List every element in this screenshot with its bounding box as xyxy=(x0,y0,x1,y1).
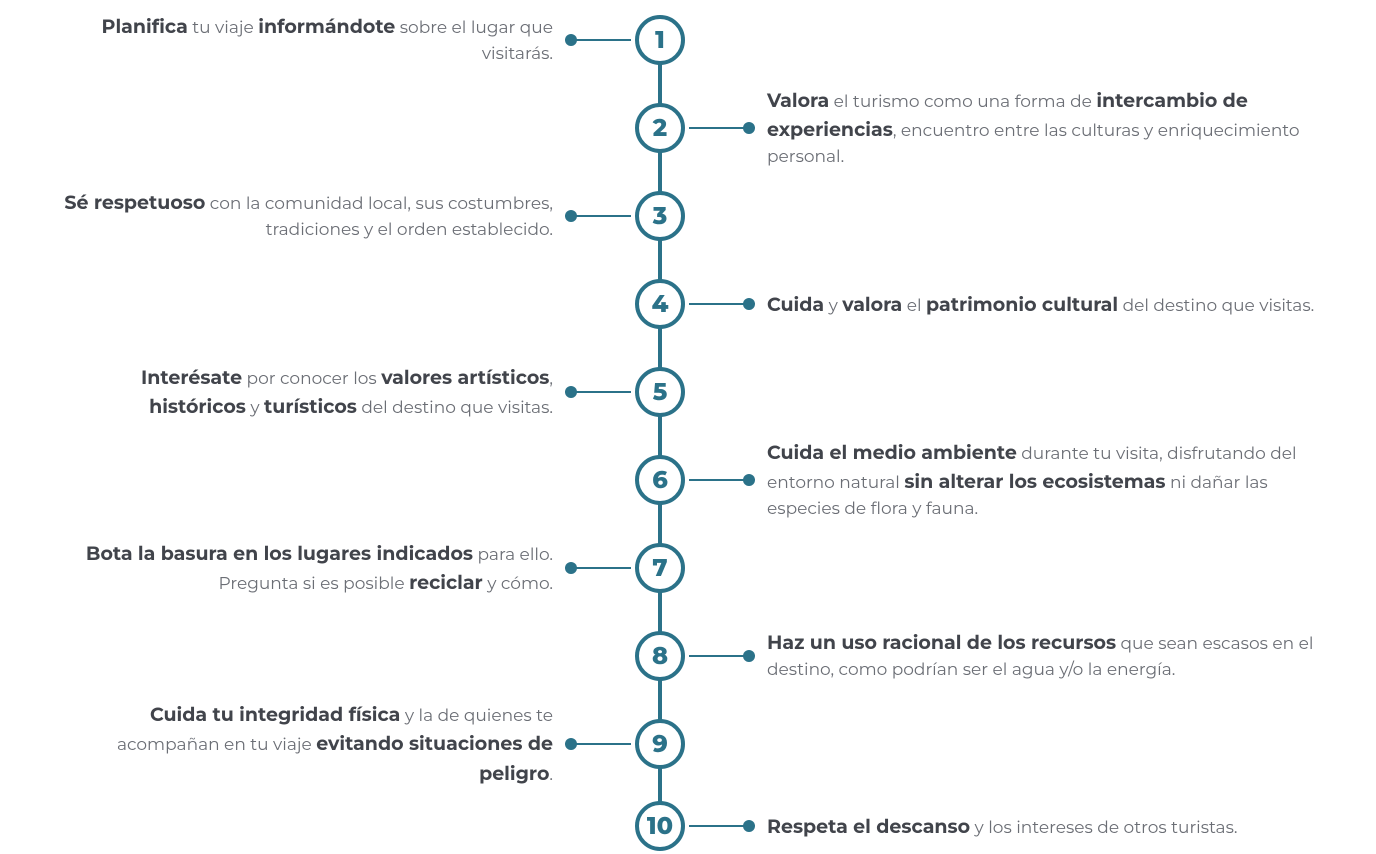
timeline-branch-line xyxy=(689,825,749,827)
timeline-node-number: 6 xyxy=(652,466,668,495)
timeline-branch-line xyxy=(571,743,631,745)
label-text-segment: tu viaje xyxy=(188,18,258,38)
label-bold-segment: Interésate xyxy=(141,366,242,389)
timeline-branch-line xyxy=(689,479,749,481)
label-text-segment: sobre el lugar que visitarás. xyxy=(395,18,553,64)
timeline-branch-line xyxy=(571,567,631,569)
timeline-branch-dot xyxy=(743,122,755,134)
timeline-branch-line xyxy=(689,655,749,657)
timeline-node-5: 5 xyxy=(635,367,685,417)
timeline-node-6: 6 xyxy=(635,455,685,505)
label-text-segment: . xyxy=(549,765,553,785)
timeline-node-number: 9 xyxy=(652,730,668,759)
timeline-branch-dot xyxy=(743,298,755,310)
label-text-segment: por conocer los xyxy=(242,369,381,389)
label-bold-segment: turísticos xyxy=(264,395,357,418)
label-bold-segment: valores artísticos xyxy=(381,366,549,389)
timeline-node-1: 1 xyxy=(635,15,685,65)
timeline-branch-line xyxy=(571,39,631,41)
timeline-node-10: 10 xyxy=(635,801,685,851)
label-bold-segment: Cuida el medio ambiente xyxy=(767,441,1017,464)
timeline-branch-line xyxy=(689,303,749,305)
label-bold-segment: Respeta el descanso xyxy=(767,815,970,838)
timeline-branch-dot xyxy=(565,562,577,574)
label-text-segment: del destino que visitas. xyxy=(1118,296,1314,316)
label-bold-segment: Cuida tu integridad física xyxy=(150,703,400,726)
label-text-segment: del destino que visitas. xyxy=(357,398,553,418)
timeline-node-number: 1 xyxy=(655,26,665,55)
label-bold-segment: informándote xyxy=(258,15,395,38)
timeline-label-5: Interésate por conocer los valores artís… xyxy=(63,363,553,422)
label-bold-segment: Valora xyxy=(767,89,829,112)
label-bold-segment: Bota la basura en los lugares indicados xyxy=(86,542,473,565)
timeline-branch-dot xyxy=(743,650,755,662)
timeline-label-1: Planifica tu viaje informándote sobre el… xyxy=(63,12,553,68)
timeline-branch-dot xyxy=(565,386,577,398)
label-bold-segment: Sé respetuoso xyxy=(64,191,205,214)
timeline-node-number: 4 xyxy=(652,290,669,319)
timeline-node-3: 3 xyxy=(635,191,685,241)
timeline-node-number: 10 xyxy=(647,812,673,841)
label-bold-segment: valora xyxy=(842,293,902,316)
timeline-label-4: Cuida y valora el patrimonio cultural de… xyxy=(767,290,1327,319)
timeline-node-number: 2 xyxy=(653,114,667,143)
label-text-segment: el turismo como una forma de xyxy=(829,92,1096,112)
timeline-branch-dot xyxy=(565,738,577,750)
label-bold-segment: Haz un uso racional de los recursos xyxy=(767,631,1116,654)
label-text-segment: el xyxy=(902,296,926,316)
timeline-node-number: 8 xyxy=(652,642,668,671)
label-bold-segment: Planifica xyxy=(102,15,188,38)
label-text-segment: y los intereses de otros turistas. xyxy=(970,818,1237,838)
timeline-node-number: 3 xyxy=(653,202,667,231)
timeline-node-2: 2 xyxy=(635,103,685,153)
label-bold-segment: reciclar xyxy=(409,571,483,594)
timeline-branch-dot xyxy=(565,34,577,46)
label-text-segment: , xyxy=(549,369,553,389)
timeline-label-7: Bota la basura en los lugares indicados … xyxy=(63,539,553,598)
label-bold-segment: Cuida xyxy=(767,293,824,316)
label-text-segment: y xyxy=(246,398,264,418)
label-text-segment: con la comunidad local, sus costumbres, … xyxy=(205,194,553,240)
label-bold-segment: históricos xyxy=(149,395,246,418)
label-bold-segment: sin alterar los ecosistemas xyxy=(904,470,1165,493)
timeline-branch-line xyxy=(571,391,631,393)
timeline-label-10: Respeta el descanso y los intereses de o… xyxy=(767,812,1327,841)
timeline-branch-dot xyxy=(743,820,755,832)
timeline-node-8: 8 xyxy=(635,631,685,681)
timeline-branch-dot xyxy=(743,474,755,486)
timeline-label-8: Haz un uso racional de los recursos que … xyxy=(767,628,1327,684)
timeline-node-9: 9 xyxy=(635,719,685,769)
label-bold-segment: patrimonio cultural xyxy=(926,293,1118,316)
timeline-node-4: 4 xyxy=(635,279,685,329)
label-bold-segment: evitando situaciones de peligro xyxy=(316,732,553,784)
timeline-infographic: 1 Planifica tu viaje informándote sobre e… xyxy=(0,0,1376,854)
timeline-branch-line xyxy=(689,127,749,129)
timeline-label-3: Sé respetuoso con la comunidad local, su… xyxy=(63,188,553,244)
label-text-segment: y cómo. xyxy=(483,574,553,594)
timeline-label-2: Valora el turismo como una forma de inte… xyxy=(767,86,1327,171)
timeline-node-number: 7 xyxy=(652,554,667,583)
timeline-branch-dot xyxy=(565,210,577,222)
timeline-label-6: Cuida el medio ambiente durante tu visit… xyxy=(767,438,1327,523)
label-text-segment: y xyxy=(824,296,842,316)
timeline-branch-line xyxy=(571,215,631,217)
timeline-spine xyxy=(658,40,662,826)
timeline-label-9: Cuida tu integridad física y la de quien… xyxy=(63,700,553,788)
timeline-node-number: 5 xyxy=(653,378,668,407)
timeline-node-7: 7 xyxy=(635,543,685,593)
